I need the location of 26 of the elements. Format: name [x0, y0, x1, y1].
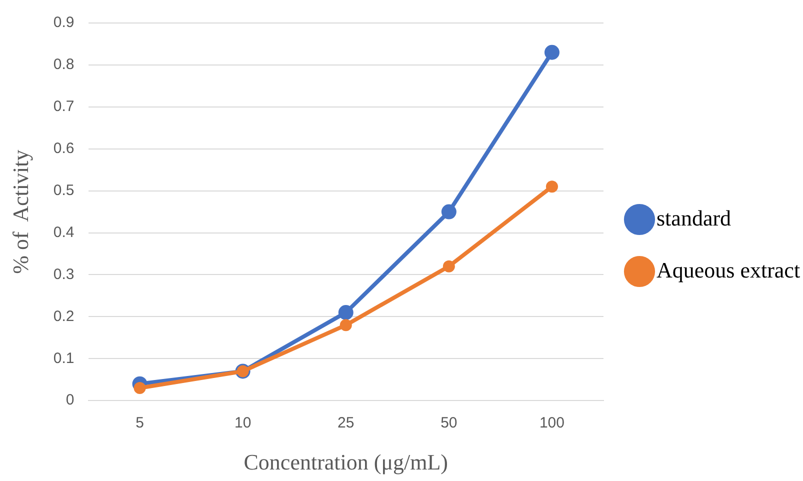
y-tick-label: 0.8 [53, 56, 74, 74]
y-tick-label: 0.6 [53, 140, 74, 158]
x-tick-label: 100 [539, 414, 564, 432]
y-axis-title: % of Activity [8, 150, 33, 274]
x-axis-title: Concentration (μg/mL) [244, 450, 448, 475]
x-tick-label: 10 [234, 414, 252, 432]
point [338, 304, 354, 320]
legend-label: standard [656, 205, 732, 230]
y-tick-label: 0.1 [53, 350, 74, 367]
point [441, 204, 456, 220]
y-tick-label: 0.4 [53, 224, 74, 241]
y-tick-label: 0.5 [53, 182, 74, 199]
y-tick-label: 0 [66, 392, 74, 409]
y-tick-label: 0.3 [53, 266, 74, 283]
y-tick-label: 0.9 [53, 14, 74, 32]
x-tick-label: 25 [338, 414, 354, 432]
x-tick-label: 50 [440, 414, 458, 432]
point [134, 382, 146, 394]
point [546, 180, 558, 193]
point [340, 319, 352, 332]
legend-label: Aqueous extract [656, 257, 800, 282]
point [442, 260, 455, 272]
y-tick-label: 0.7 [53, 98, 74, 116]
point [544, 44, 560, 60]
x-tick-label: 5 [136, 414, 144, 432]
y-tick-label: 0.2 [53, 308, 74, 325]
